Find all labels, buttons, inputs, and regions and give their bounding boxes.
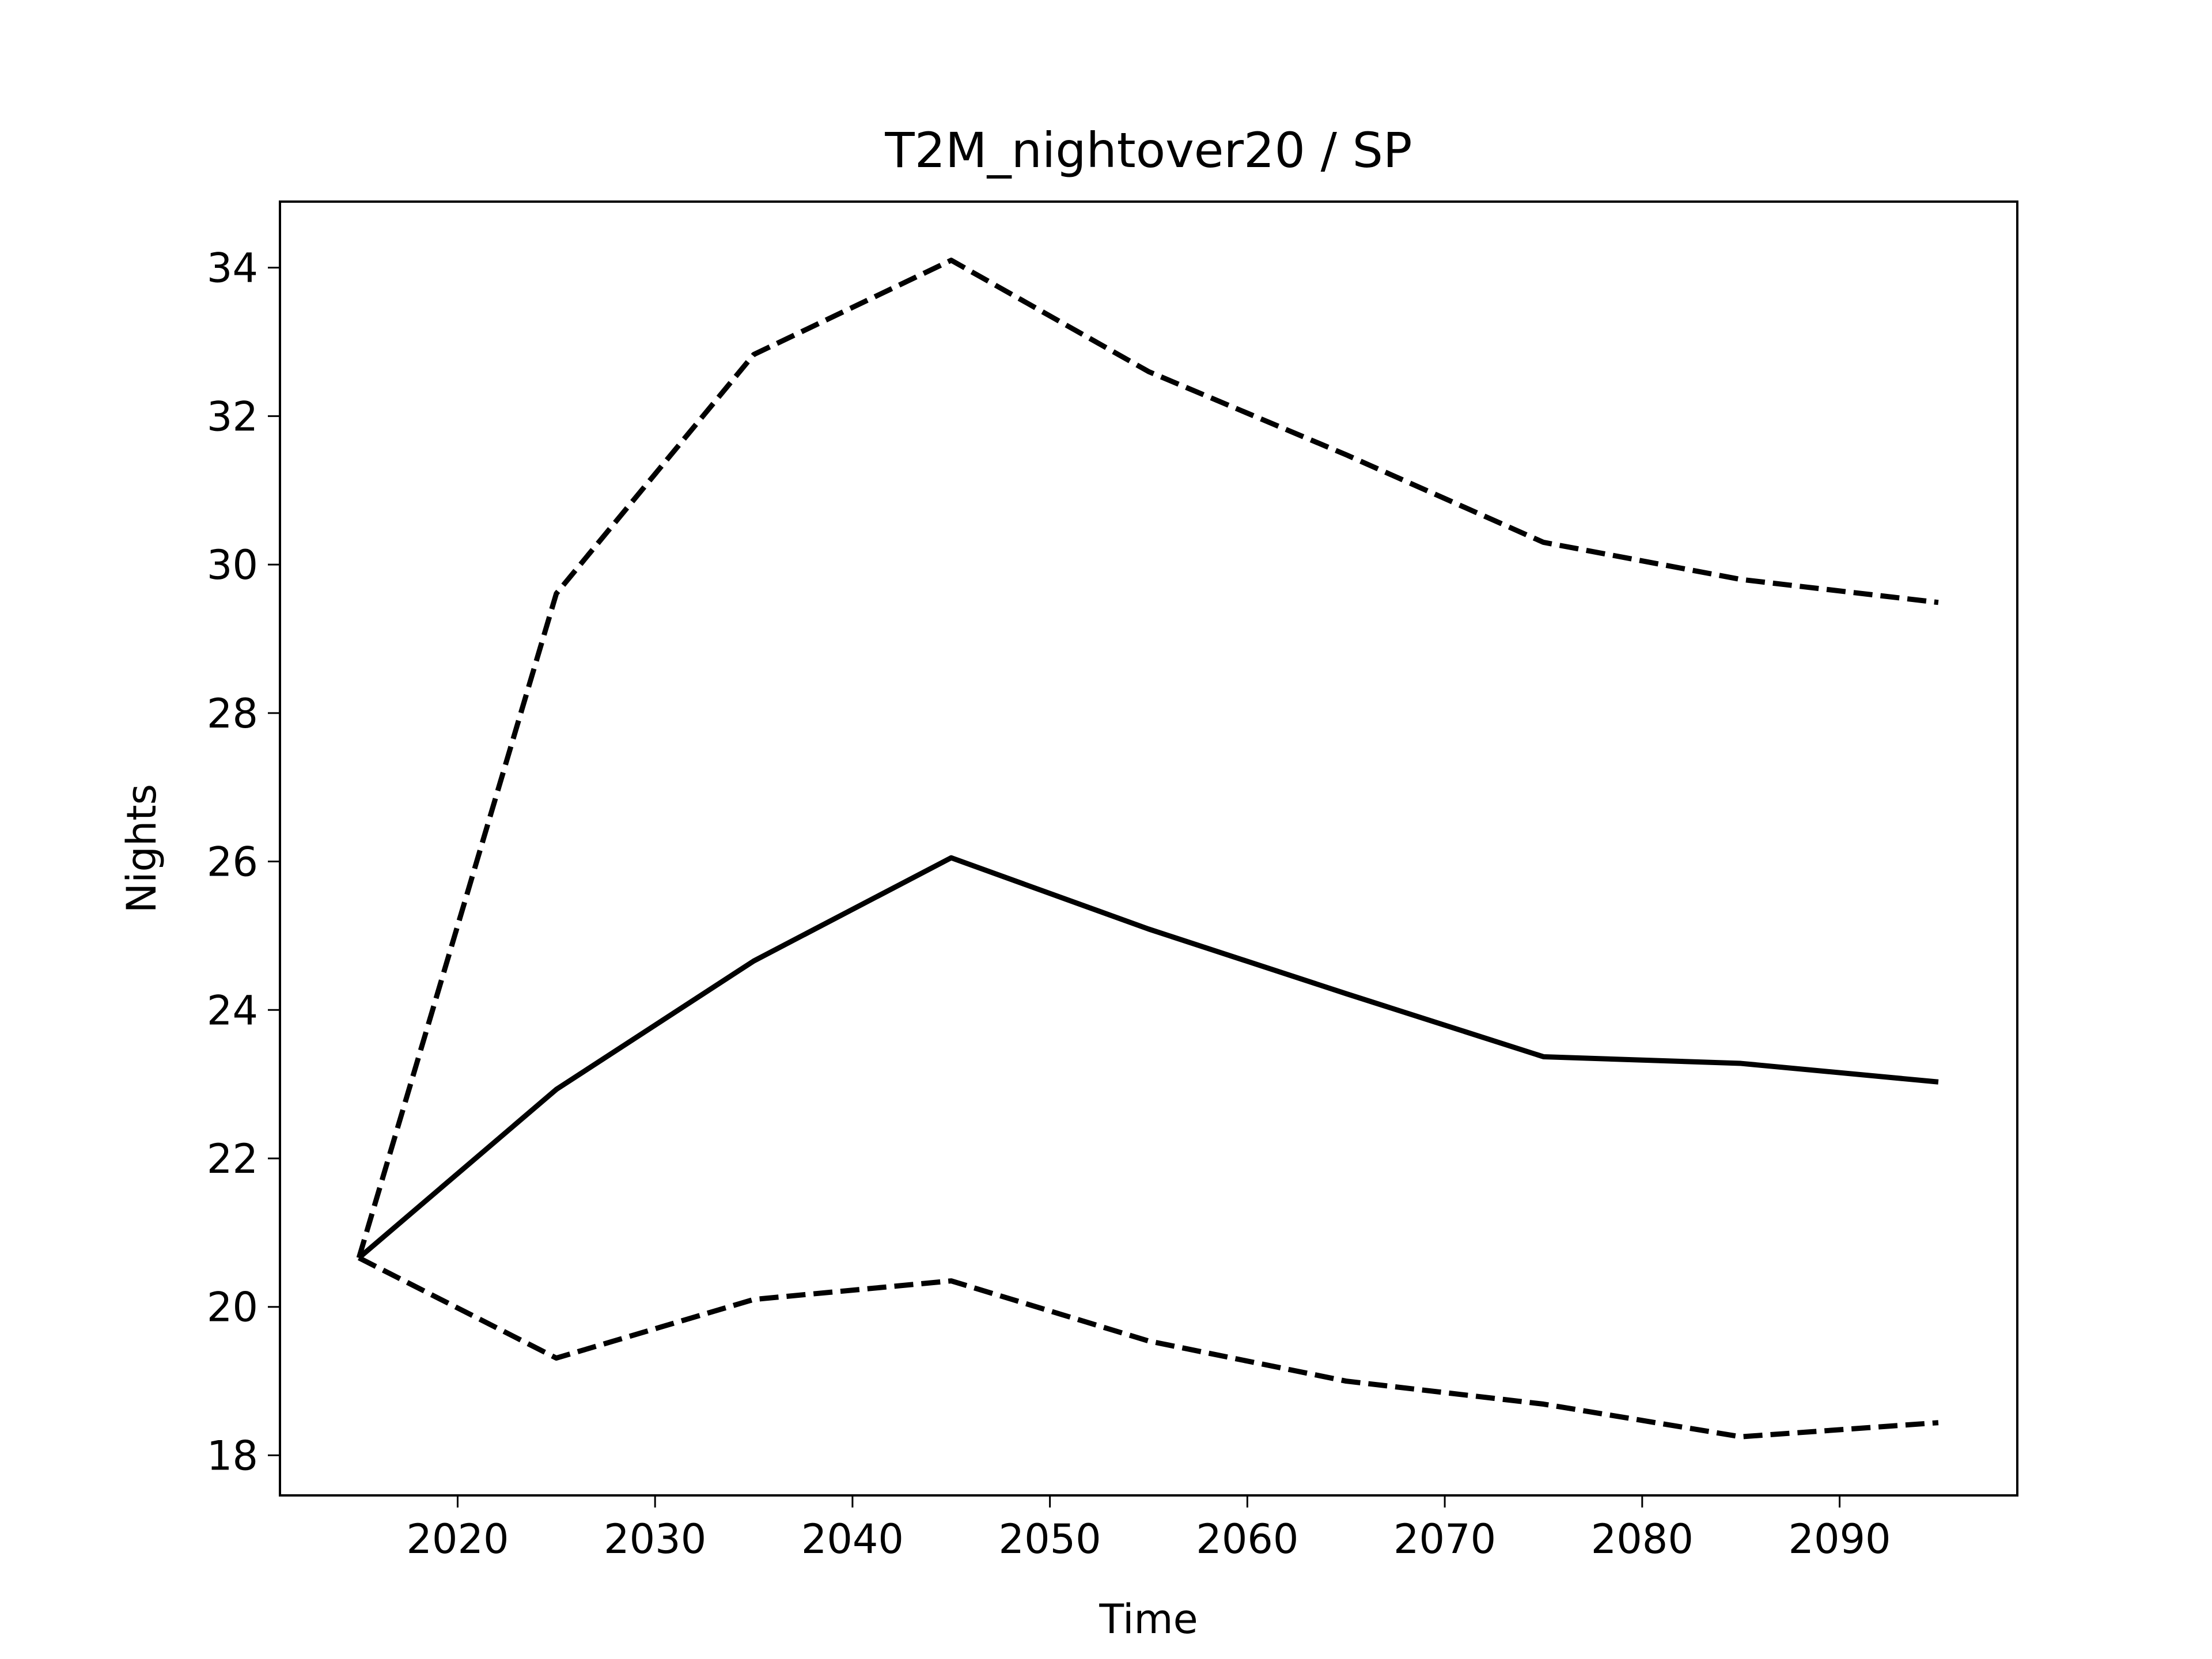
- y-tick-label: 32: [207, 393, 258, 440]
- x-tick-label: 2020: [406, 1516, 509, 1563]
- chart-title: T2M_nightover20 / SP: [884, 122, 1412, 179]
- y-tick-label: 20: [207, 1284, 258, 1331]
- x-tick-label: 2090: [1788, 1516, 1891, 1563]
- x-tick-label: 2060: [1196, 1516, 1298, 1563]
- x-axis-label: Time: [1099, 1596, 1198, 1643]
- y-tick-label: 24: [207, 987, 258, 1034]
- y-tick-label: 34: [207, 245, 258, 292]
- x-tick-label: 2070: [1393, 1516, 1496, 1563]
- series-line: [357, 855, 1939, 1260]
- y-tick-label: 26: [207, 839, 258, 886]
- y-tick-label: 30: [207, 541, 258, 589]
- x-tick-label: 2050: [999, 1516, 1101, 1563]
- series-line: [358, 1255, 1939, 1440]
- plot-frame: [279, 200, 2018, 1497]
- x-tick-label: 2080: [1591, 1516, 1694, 1563]
- x-tick-label: 2040: [801, 1516, 904, 1563]
- x-tick-label: 2030: [604, 1516, 706, 1563]
- y-tick-label: 28: [207, 690, 258, 737]
- y-axis-label: Nights: [118, 784, 165, 914]
- y-tick-label: 22: [207, 1135, 258, 1183]
- y-tick-label: 18: [207, 1432, 258, 1479]
- series-line: [356, 257, 1939, 1259]
